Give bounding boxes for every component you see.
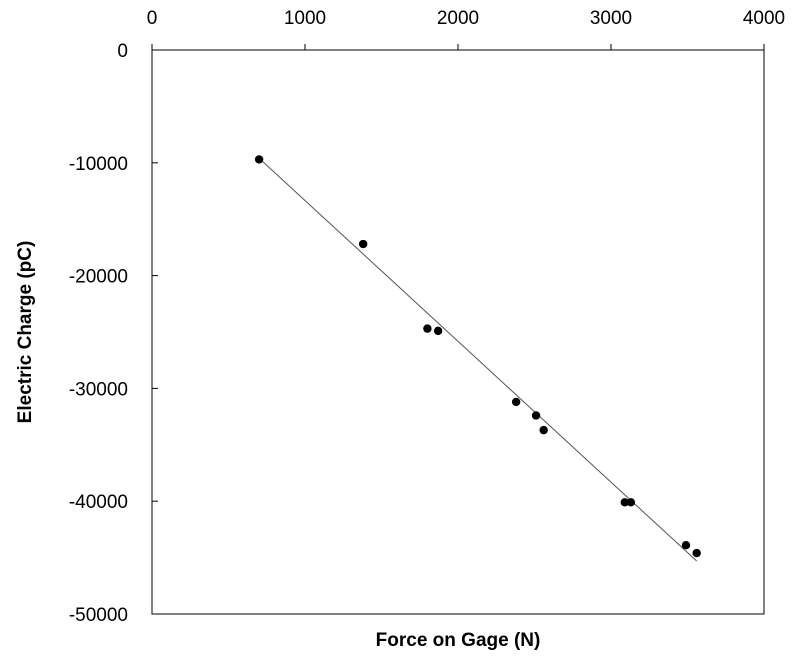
y-tick-label: -20000	[69, 267, 128, 288]
data-point	[539, 425, 548, 435]
x-tick-label: 2000	[437, 8, 479, 29]
data-point	[511, 397, 521, 407]
y-axis-ticks	[152, 49, 158, 615]
data-points	[254, 155, 701, 558]
y-tick-label: -50000	[69, 605, 128, 626]
data-point	[692, 548, 701, 558]
data-point	[254, 155, 264, 164]
data-point	[531, 411, 541, 420]
y-axis-tick-labels: 0 -10000 -20000 -30000 -40000 -50000	[69, 41, 128, 626]
data-point	[423, 324, 432, 333]
data-point	[681, 540, 691, 550]
plot-area-frame	[151, 49, 765, 615]
x-tick-label: 1000	[284, 8, 326, 29]
data-point	[433, 326, 443, 336]
y-tick-label: -40000	[69, 492, 128, 513]
y-axis-title: Electric Charge (pC)	[15, 241, 36, 424]
x-tick-label: 4000	[743, 8, 785, 29]
y-tick-label: -10000	[69, 154, 128, 175]
y-tick-label: -30000	[69, 379, 128, 400]
data-point	[626, 498, 636, 507]
linear-trendline	[258, 157, 698, 562]
x-tick-label: 3000	[590, 8, 632, 29]
y-tick-label: 0	[117, 41, 128, 62]
data-point	[620, 498, 629, 507]
x-axis-title: Force on Gage (N)	[376, 630, 541, 651]
x-tick-label: 0	[147, 8, 158, 29]
x-axis-ticks	[151, 44, 765, 50]
data-point	[358, 239, 368, 249]
x-axis-tick-labels: 0 1000 2000 3000 4000	[147, 8, 785, 29]
